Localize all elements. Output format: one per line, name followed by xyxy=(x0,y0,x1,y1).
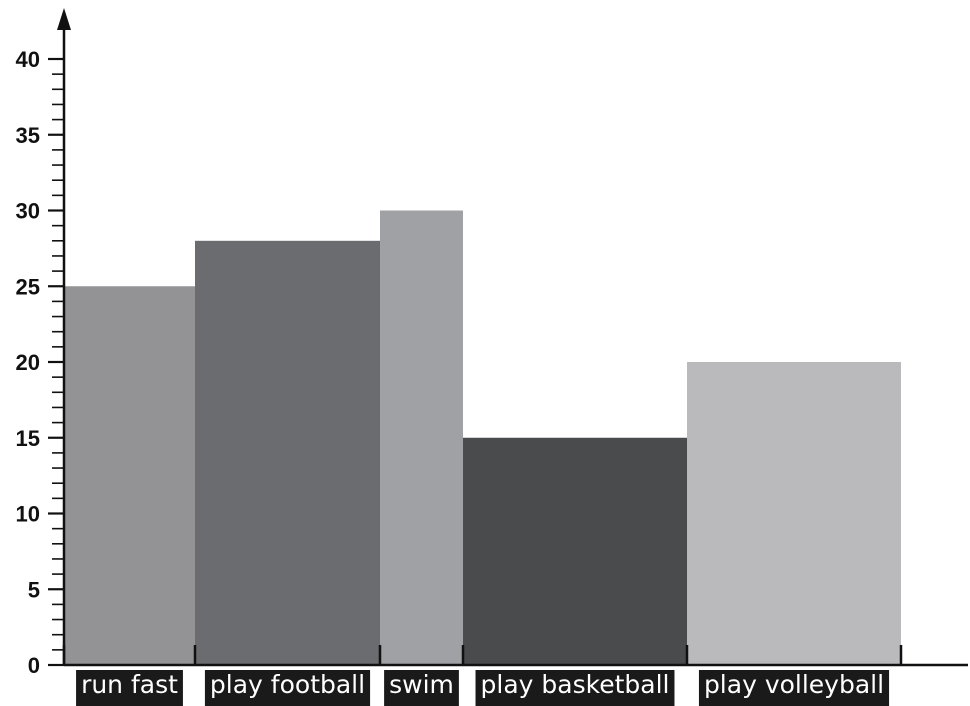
bars-group xyxy=(64,210,901,666)
y-tick-label: 25 xyxy=(16,274,40,299)
y-tick-label: 40 xyxy=(16,47,40,72)
bar-run-fast xyxy=(64,286,195,665)
axes-group xyxy=(57,8,968,667)
category-label-run-fast: run fast xyxy=(76,670,183,706)
category-label-background xyxy=(698,670,890,706)
bar-play-basketball xyxy=(463,437,687,665)
y-tick-label: 15 xyxy=(16,426,40,451)
category-label-text: play volleyball xyxy=(704,670,884,699)
y-ticks-group: 0 5 10 15 20 25 30 35 40 xyxy=(16,47,64,678)
y-tick-label: 5 xyxy=(28,577,40,602)
y-tick-label: 20 xyxy=(16,350,40,375)
bar-play-volleyball xyxy=(687,362,901,665)
category-label-text: play football xyxy=(210,670,365,699)
category-label-text: run fast xyxy=(81,670,178,699)
category-label-background xyxy=(475,670,675,706)
category-label-swim: swim xyxy=(384,670,459,706)
category-label-play-volleyball: play volleyball xyxy=(698,670,890,706)
category-label-background xyxy=(384,670,459,706)
bar-swim xyxy=(380,210,463,665)
y-tick-label: 10 xyxy=(16,502,40,527)
y-axis-arrow-icon xyxy=(57,8,71,30)
y-tick-label: 0 xyxy=(28,653,40,678)
y-tick-label: 30 xyxy=(16,199,40,224)
y-tick-label: 35 xyxy=(16,123,40,148)
category-label-text: swim xyxy=(389,670,454,699)
category-label-text: play basketball xyxy=(481,670,670,699)
category-label-background xyxy=(204,670,371,706)
category-label-play-basketball: play basketball xyxy=(475,670,675,706)
category-labels-group: run fast play football swim play basketball… xyxy=(76,670,890,706)
bar-play-football xyxy=(195,240,380,666)
category-label-background xyxy=(76,670,183,706)
category-label-play-football: play football xyxy=(204,670,371,706)
